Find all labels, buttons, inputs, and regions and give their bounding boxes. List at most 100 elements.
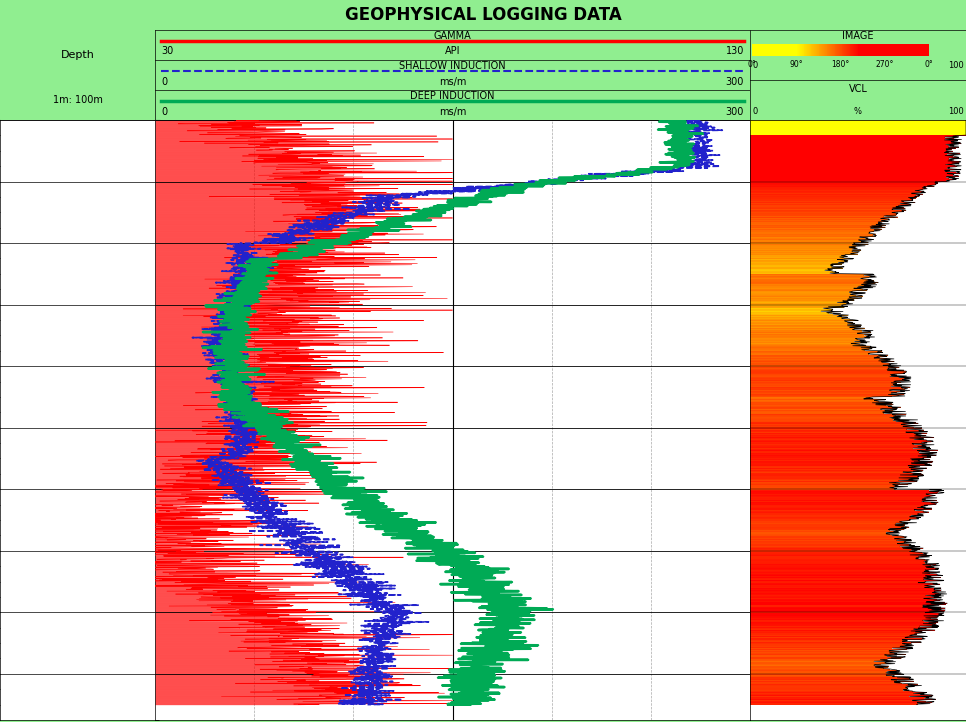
Bar [829, 43, 831, 56]
Bar [867, 43, 868, 56]
Bar [835, 43, 836, 56]
Text: 180°: 180° [832, 60, 850, 69]
Bar [795, 43, 796, 56]
Bar [773, 43, 774, 56]
Bar [764, 43, 766, 56]
Bar [797, 43, 799, 56]
Text: 0°: 0° [748, 60, 756, 69]
Bar [768, 43, 769, 56]
Bar [889, 43, 890, 56]
Bar [919, 43, 920, 56]
Bar [786, 43, 788, 56]
Bar [857, 43, 858, 56]
Bar [764, 43, 765, 56]
Bar [888, 43, 889, 56]
Text: GAMMA: GAMMA [434, 31, 471, 41]
Bar [754, 43, 756, 56]
Bar [878, 43, 879, 56]
Text: 1m: 100m: 1m: 100m [52, 95, 102, 105]
Bar [761, 43, 762, 56]
Bar [762, 43, 763, 56]
Bar [923, 43, 925, 56]
Text: 30: 30 [161, 46, 173, 56]
Text: %: % [854, 107, 862, 116]
Bar [913, 43, 915, 56]
Bar [911, 43, 912, 56]
Text: 100: 100 [948, 61, 964, 71]
Text: 0: 0 [161, 107, 167, 117]
Bar [784, 43, 785, 56]
Bar [770, 43, 771, 56]
Bar [798, 43, 799, 56]
Bar [753, 43, 755, 56]
Bar [869, 43, 870, 56]
Bar [847, 43, 848, 56]
Bar [870, 43, 872, 56]
Bar [803, 43, 804, 56]
Bar [898, 43, 899, 56]
Bar [802, 43, 803, 56]
Text: API: API [444, 46, 460, 56]
Bar [894, 43, 895, 56]
Bar [776, 43, 778, 56]
Bar [842, 43, 843, 56]
Bar [881, 43, 883, 56]
Bar [799, 43, 800, 56]
Bar [775, 43, 777, 56]
Bar [851, 43, 852, 56]
Bar [817, 43, 819, 56]
Bar [866, 43, 867, 56]
Bar [876, 43, 877, 56]
Bar [850, 43, 852, 56]
Bar [845, 43, 846, 56]
Text: GEOPHYSICAL LOGGING DATA: GEOPHYSICAL LOGGING DATA [345, 6, 621, 24]
Bar [923, 43, 924, 56]
Bar [843, 43, 844, 56]
Bar [756, 43, 757, 56]
Bar [783, 43, 784, 56]
Bar [789, 43, 790, 56]
Bar [909, 43, 910, 56]
Bar [903, 43, 905, 56]
Text: 300: 300 [725, 77, 744, 87]
Bar [872, 43, 873, 56]
Bar [759, 43, 760, 56]
Bar [914, 43, 916, 56]
Bar [927, 43, 928, 56]
Bar [785, 43, 787, 56]
Bar [902, 43, 904, 56]
Bar [856, 43, 857, 56]
Bar [796, 43, 798, 56]
Text: Depth: Depth [61, 51, 95, 60]
Bar [864, 43, 865, 56]
Bar [910, 43, 911, 56]
Bar [822, 43, 823, 56]
Bar [859, 43, 860, 56]
Bar [906, 43, 907, 56]
Bar [819, 43, 820, 56]
Bar [771, 43, 772, 56]
Bar [860, 43, 861, 56]
Bar [838, 43, 840, 56]
Bar [796, 43, 797, 56]
Bar [905, 43, 906, 56]
Bar [787, 43, 788, 56]
Bar [760, 43, 761, 56]
Bar [811, 43, 812, 56]
Bar [853, 43, 854, 56]
Bar [813, 43, 814, 56]
Bar [887, 43, 888, 56]
Bar [920, 43, 921, 56]
Text: 130: 130 [725, 46, 744, 56]
Bar [830, 43, 831, 56]
Bar [821, 43, 822, 56]
Bar [810, 43, 811, 56]
Bar [916, 43, 917, 56]
Bar [865, 43, 866, 56]
Text: IMAGE: IMAGE [842, 31, 874, 41]
Bar [868, 43, 869, 56]
Text: VCL: VCL [848, 84, 867, 94]
Bar [895, 43, 896, 56]
Bar [884, 43, 885, 56]
Bar [858, 43, 859, 56]
